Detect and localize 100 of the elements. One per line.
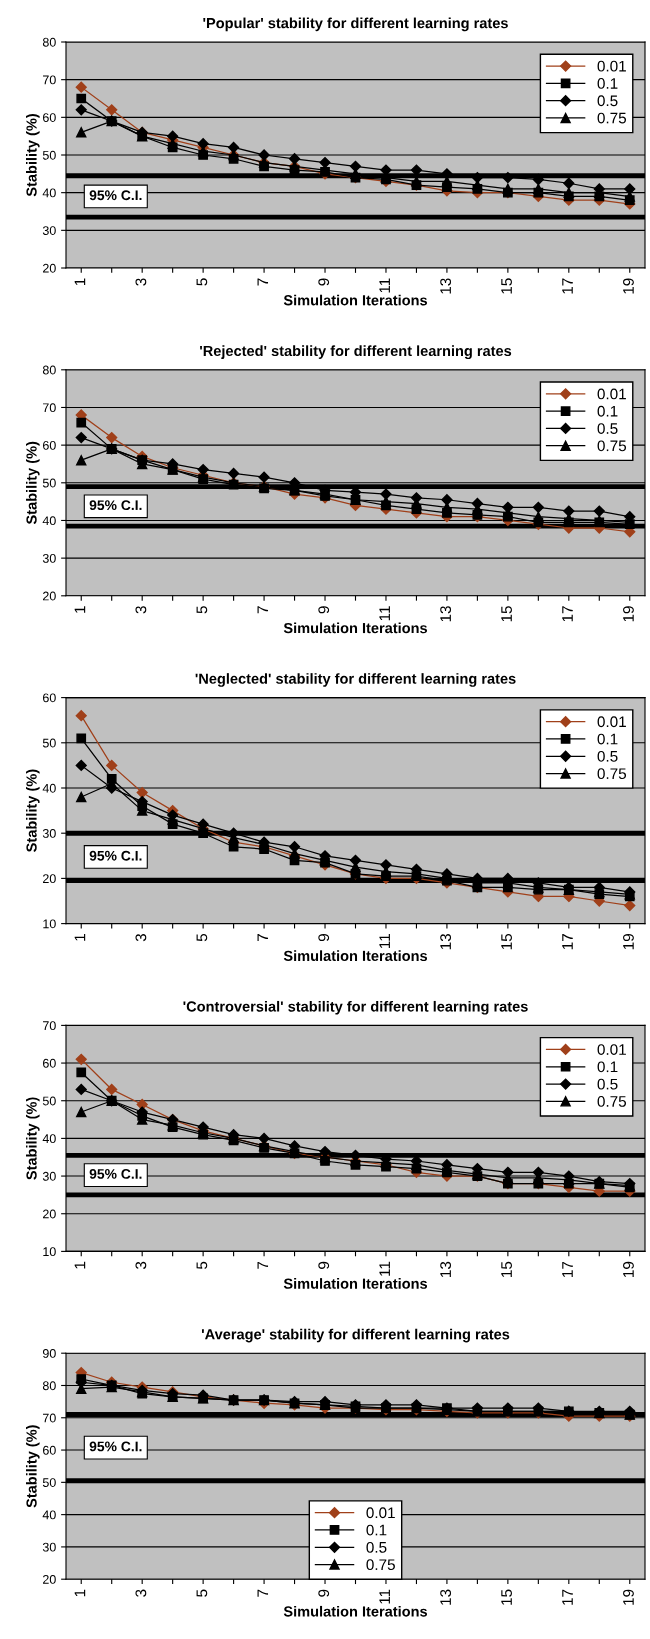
x-tick-label: 5: [196, 278, 208, 286]
chart-title: 'Rejected' stability for different learning rates: [200, 345, 512, 359]
x-tick-label: 17: [562, 934, 573, 950]
y-tick-label: 40: [42, 188, 56, 198]
legend-label: 0.1: [597, 405, 618, 417]
x-tick-label: 5: [196, 1589, 208, 1597]
y-tick-label: 20: [43, 591, 56, 601]
x-tick-label: 15: [501, 278, 512, 294]
x-tick-label: 3: [135, 278, 147, 286]
x-tick-label: 17: [562, 1261, 573, 1277]
x-tick-label: 1: [74, 1261, 86, 1269]
y-tick-label: 30: [42, 829, 56, 838]
annotation: 95% C.I.: [89, 1169, 142, 1179]
y-tick-label: 40: [42, 1134, 56, 1144]
y-tick-label: 60: [43, 693, 56, 703]
y-tick-label: 30: [42, 226, 56, 235]
x-tick-label: 1: [74, 606, 86, 613]
x-tick-label: 13: [440, 933, 452, 950]
x-tick-label: 13: [440, 1261, 452, 1277]
x-tick-label: 9: [318, 934, 330, 942]
x-tick-label: 13: [440, 1589, 452, 1605]
x-tick-label: 17: [562, 278, 573, 294]
y-tick-label: 50: [42, 1096, 56, 1106]
legend-label: 0.1: [597, 733, 618, 745]
y-tick-label: 80: [42, 1381, 56, 1391]
y-tick-label: 90: [42, 1349, 56, 1358]
legend-label: 0.01: [597, 388, 626, 400]
annotation: 95% C.I.: [89, 190, 142, 201]
x-tick-label: 11: [379, 606, 390, 621]
y-tick-label: 10: [43, 919, 56, 929]
x-tick-label: 13: [440, 278, 452, 294]
y-axis-title: Stability (%): [26, 1425, 40, 1508]
x-tick-label: 9: [318, 1589, 330, 1597]
y-tick-label: 40: [42, 516, 56, 526]
x-tick-label: 1: [74, 1589, 86, 1597]
x-axis-title: Simulation Iterations: [283, 950, 428, 962]
x-tick-label: 11: [379, 1589, 390, 1604]
y-tick-label: 70: [43, 403, 56, 413]
y-axis-title: Stability (%): [26, 1097, 40, 1180]
y-axis-title: Stability (%): [26, 769, 40, 852]
x-tick-label: 15: [501, 1261, 512, 1277]
x-axis-title: Simulation Iterations: [283, 1605, 428, 1617]
legend-label: 0.75: [597, 768, 627, 780]
x-tick-label: 19: [623, 1589, 634, 1605]
x-tick-label: 7: [257, 1261, 269, 1269]
y-tick-label: 60: [43, 1058, 56, 1068]
y-tick-label: 60: [43, 1445, 56, 1455]
y-tick-label: 50: [42, 738, 56, 748]
y-axis-title: Stability (%): [26, 114, 40, 197]
y-tick-label: 30: [42, 553, 56, 563]
y-tick-label: 40: [42, 783, 56, 793]
y-tick-label: 60: [43, 440, 56, 450]
x-tick-label: 9: [318, 606, 330, 614]
y-tick-label: 30: [42, 1542, 56, 1552]
annotation: 95% C.I.: [89, 500, 142, 511]
y-tick-label: 40: [42, 1510, 56, 1520]
y-tick-label: 80: [42, 37, 56, 47]
legend-label: 0.5: [597, 1078, 618, 1090]
x-tick-label: 3: [135, 1261, 147, 1270]
legend-label: 0.01: [597, 716, 626, 728]
x-tick-label: 5: [196, 933, 208, 942]
legend-label: 0.75: [366, 1559, 395, 1571]
x-tick-label: 9: [318, 1261, 330, 1269]
chart-title: 'Popular' stability for different learning rates: [203, 17, 508, 32]
x-tick-label: 9: [318, 278, 330, 286]
x-tick-label: 19: [623, 934, 634, 950]
y-tick-label: 10: [43, 1247, 56, 1257]
y-tick-label: 70: [43, 1413, 56, 1423]
x-tick-label: 3: [135, 606, 147, 614]
legend-label: 0.01: [597, 1044, 626, 1055]
x-tick-label: 7: [257, 1589, 269, 1597]
x-tick-label: 7: [257, 606, 269, 614]
legend-label: 0.5: [597, 423, 618, 434]
y-tick-label: 20: [43, 1209, 56, 1219]
x-tick-label: 19: [623, 1261, 634, 1277]
x-tick-label: 1: [74, 278, 86, 286]
x-tick-label: 11: [379, 1261, 390, 1276]
y-tick-label: 70: [43, 75, 56, 85]
y-tick-label: 20: [43, 1575, 56, 1584]
x-tick-label: 15: [501, 1589, 512, 1605]
chart-title: 'Average' stability for different learning rates: [201, 1328, 510, 1343]
x-tick-label: 19: [623, 606, 634, 622]
y-tick-label: 20: [43, 263, 56, 273]
legend-label: 0.5: [597, 750, 618, 762]
x-tick-label: 7: [257, 278, 269, 286]
x-tick-label: 7: [257, 934, 269, 942]
x-axis-title: Simulation Iterations: [283, 294, 428, 306]
y-tick-label: 50: [42, 150, 56, 160]
legend-label: 0.5: [597, 95, 618, 107]
legend-label: 0.75: [597, 112, 627, 124]
y-tick-label: 80: [42, 365, 56, 375]
y-tick-label: 20: [43, 874, 56, 884]
y-tick-label: 50: [42, 478, 56, 488]
legend-label: 0.01: [366, 1507, 395, 1519]
y-tick-label: 60: [43, 113, 56, 122]
y-tick-label: 70: [43, 1021, 56, 1031]
legend-label: 0.1: [597, 1061, 618, 1073]
x-tick-label: 1: [74, 934, 86, 941]
chart-title: 'Controversial' stability for different learning rates: [183, 1000, 528, 1015]
legend-label: 0.1: [366, 1524, 387, 1536]
